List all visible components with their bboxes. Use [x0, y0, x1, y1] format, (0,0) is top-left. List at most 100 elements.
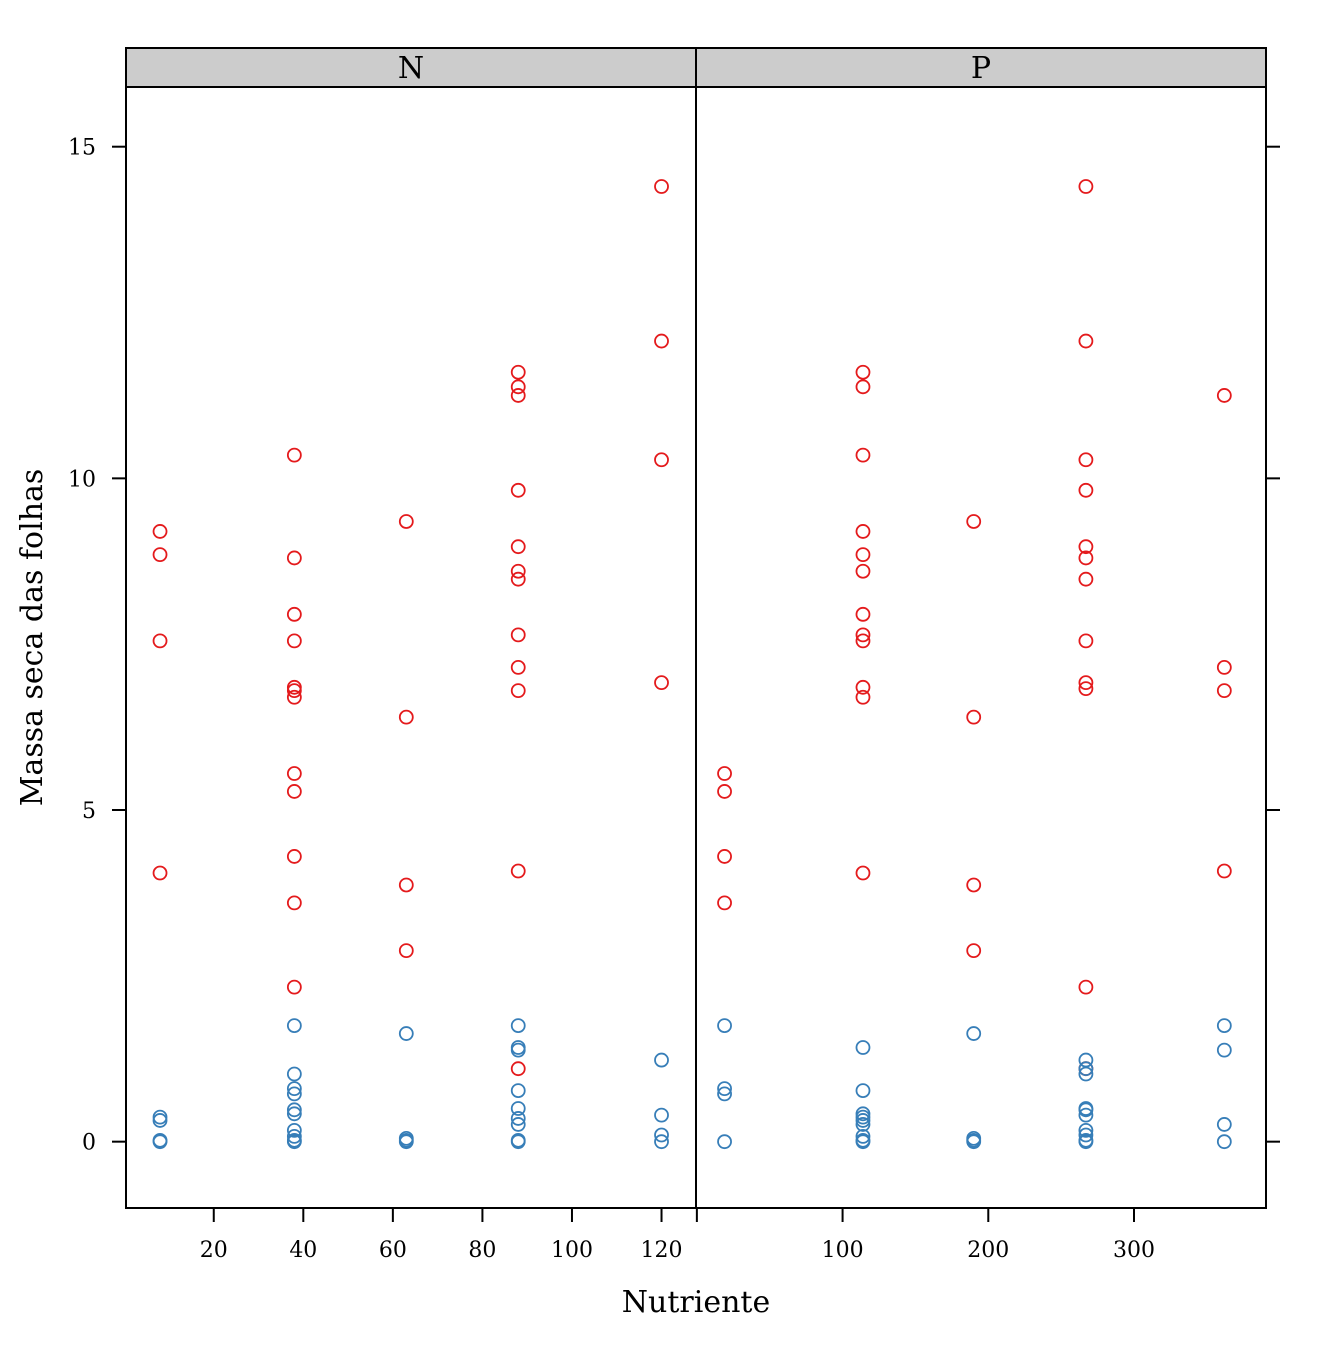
data-point	[855, 1083, 871, 1098]
series-points	[717, 1018, 1232, 1150]
y-axis-right	[1266, 145, 1280, 1143]
data-point	[510, 683, 526, 699]
x-tick-label: 120	[641, 1238, 683, 1263]
strip-label: N	[398, 51, 424, 86]
x-tick-label: 60	[379, 1238, 407, 1263]
data-point	[1078, 452, 1094, 468]
data-point	[1078, 681, 1094, 697]
data-point	[654, 179, 669, 194]
data-point	[1078, 333, 1094, 349]
data-point	[1216, 683, 1232, 699]
data-point	[286, 1102, 302, 1118]
data-point	[286, 1134, 302, 1150]
data-point	[510, 1117, 526, 1132]
data-point	[152, 1134, 168, 1150]
data-point	[152, 633, 168, 649]
data-point	[1078, 979, 1094, 995]
data-point	[398, 709, 414, 725]
x-tick-label: 40	[289, 1238, 317, 1263]
x-tick-label: 300	[1113, 1238, 1155, 1263]
x-tick-label: 100	[822, 1238, 864, 1263]
data-point	[398, 1026, 414, 1041]
data-point	[966, 877, 982, 893]
data-point	[855, 1113, 871, 1128]
panel-frame	[695, 86, 1267, 1209]
data-point	[654, 1052, 669, 1068]
data-point	[1216, 1042, 1232, 1058]
data-point	[510, 482, 526, 498]
data-point	[286, 979, 302, 995]
data-point	[286, 895, 302, 911]
data-point	[855, 447, 871, 463]
data-point	[1078, 1052, 1094, 1068]
data-point	[855, 1040, 871, 1055]
data-point	[286, 447, 302, 463]
y-axis-left: 0 5 10 15	[68, 136, 126, 1156]
data-point	[286, 606, 302, 622]
data-point	[855, 1117, 871, 1132]
data-point	[717, 1081, 732, 1097]
data-point	[510, 1083, 526, 1098]
data-point	[654, 1107, 669, 1123]
data-point	[855, 379, 871, 395]
data-point	[510, 379, 526, 395]
data-point	[510, 571, 526, 587]
data-point	[1216, 1018, 1232, 1033]
data-point	[966, 943, 982, 959]
data-point	[717, 895, 732, 911]
panels-layer: N 20 40 60 80 100 120 P 100 200 300	[125, 47, 1267, 1263]
series-points	[717, 179, 1232, 1077]
data-point	[717, 1134, 732, 1150]
data-point	[855, 633, 871, 649]
data-point	[654, 1127, 669, 1143]
data-point	[654, 1134, 669, 1150]
data-point	[286, 1018, 302, 1033]
data-point	[855, 627, 871, 643]
data-point	[152, 524, 168, 539]
panel-n: N 20 40 60 80 100 120	[125, 47, 697, 1263]
panel-p: P 100 200 300	[695, 47, 1267, 1263]
series-points	[152, 179, 669, 1077]
data-point	[510, 863, 526, 879]
data-point	[1078, 675, 1094, 691]
data-point	[1078, 1107, 1094, 1123]
data-point	[286, 1066, 302, 1082]
data-point	[152, 1113, 168, 1128]
data-point	[1078, 1066, 1094, 1082]
data-point	[510, 659, 526, 675]
data-point	[855, 524, 871, 539]
data-point	[510, 563, 526, 579]
x-tick-label: 20	[200, 1238, 228, 1263]
strip-background	[125, 47, 697, 88]
data-point	[855, 689, 871, 705]
data-point	[286, 849, 302, 864]
data-point	[1078, 550, 1094, 566]
data-point	[286, 689, 302, 705]
panel-frame	[125, 86, 697, 1209]
data-point	[855, 563, 871, 579]
data-point	[1216, 659, 1232, 675]
data-point	[286, 1106, 302, 1122]
data-point	[855, 1128, 871, 1144]
data-point	[1078, 1127, 1094, 1143]
data-point	[286, 633, 302, 649]
data-point	[1078, 1102, 1094, 1118]
y-tick-label: 15	[68, 136, 96, 161]
data-point	[654, 452, 669, 468]
data-point	[855, 1134, 871, 1150]
data-point	[286, 550, 302, 566]
data-point	[286, 1122, 302, 1138]
data-point	[654, 675, 669, 691]
data-point	[1078, 1134, 1094, 1150]
y-tick-label: 10	[68, 467, 96, 492]
x-tick-label: 100	[551, 1238, 593, 1263]
data-point	[286, 1081, 302, 1097]
data-point	[855, 606, 871, 622]
data-point	[717, 1018, 732, 1033]
data-point	[966, 709, 982, 725]
x-axis-title: Nutriente	[622, 1285, 770, 1320]
y-axis-title: Massa seca das folhas	[15, 469, 50, 807]
data-point	[1216, 388, 1232, 403]
data-point	[286, 683, 302, 699]
